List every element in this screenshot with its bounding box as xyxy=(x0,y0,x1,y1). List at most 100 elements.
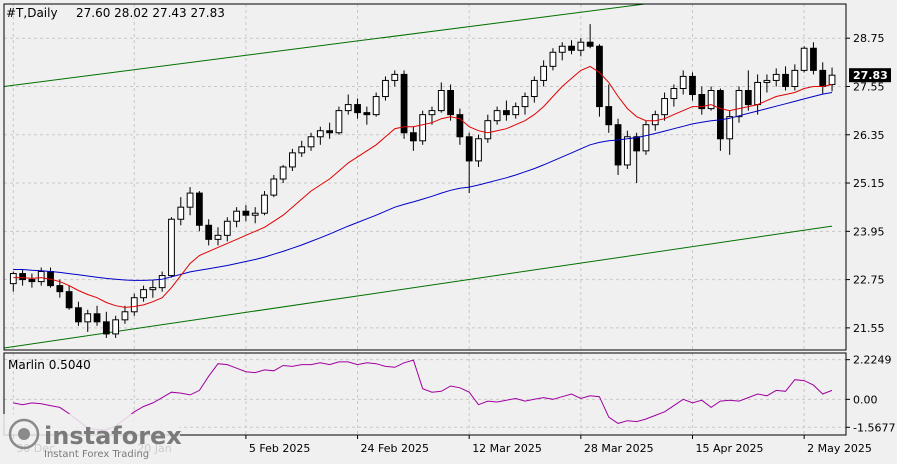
candle xyxy=(223,217,231,242)
candle-body-bear xyxy=(400,73,408,134)
candle xyxy=(782,66,789,91)
candle-body-bull xyxy=(754,81,761,106)
instaforex-logo: instaforex Instant Forex Trading xyxy=(0,414,182,460)
candle xyxy=(382,76,389,101)
pane-frames xyxy=(3,3,847,436)
candle xyxy=(205,219,213,246)
candle-body-bull xyxy=(223,220,231,236)
candle xyxy=(28,273,36,288)
candle-body-bull xyxy=(651,114,659,126)
candle xyxy=(93,305,101,326)
channel-upper-line xyxy=(4,4,649,87)
candle-body-bull xyxy=(549,51,557,67)
candle-body-bear xyxy=(93,313,101,323)
last-price-label: 27.83 xyxy=(853,69,888,82)
candle xyxy=(791,64,799,91)
candle-body-bull xyxy=(763,79,771,83)
osc-y-tick-label: 0.00 xyxy=(853,393,878,406)
candle-body-bull xyxy=(335,110,343,134)
candle-body-bear xyxy=(354,104,361,114)
candle xyxy=(754,74,761,115)
candle xyxy=(168,217,175,278)
main-pane-frame xyxy=(3,3,847,351)
candle xyxy=(763,74,771,93)
candle xyxy=(112,315,120,338)
candle-body-bear xyxy=(605,106,613,126)
candle xyxy=(437,82,445,113)
price-axis[interactable]: 28.75 27.55 26.35 25.15 23.95 22.75 21.55 27.83 xyxy=(846,32,891,335)
candle xyxy=(735,86,743,123)
candle xyxy=(549,48,557,71)
candle-body-bull xyxy=(177,206,185,220)
candle-body-bear xyxy=(717,90,724,140)
candle-body-bear xyxy=(195,192,203,226)
oscillator xyxy=(13,359,833,431)
candle-body-bull xyxy=(670,87,678,100)
y-tick-label: 22.75 xyxy=(853,274,885,287)
candle xyxy=(614,118,622,175)
candle xyxy=(326,122,334,139)
candle xyxy=(186,187,194,216)
candle xyxy=(307,132,315,151)
candle-body-bear xyxy=(447,90,454,116)
candle xyxy=(521,92,529,115)
candle xyxy=(391,70,399,87)
candle-body-bull xyxy=(530,79,538,98)
candle xyxy=(289,148,296,171)
candle-body-bear xyxy=(568,45,575,51)
oscillator-title: Marlin 0.5040 xyxy=(8,358,91,372)
candle xyxy=(744,70,752,111)
trend-channel xyxy=(4,4,833,349)
x-tick-label: 12 Mar 2025 xyxy=(472,442,542,455)
candle-body-bear xyxy=(698,94,706,110)
candle-body-bull xyxy=(428,110,436,116)
candle-body-bear xyxy=(633,136,641,152)
candle xyxy=(428,106,436,125)
y-tick-label: 23.95 xyxy=(853,225,885,238)
candle xyxy=(633,132,641,184)
candle xyxy=(800,46,808,73)
candle xyxy=(279,164,287,184)
candle-body-bull xyxy=(382,79,389,98)
candle xyxy=(642,120,650,155)
candle-body-bear xyxy=(465,136,473,162)
logo-text: instaforex xyxy=(44,422,182,450)
candle-body-bull xyxy=(121,311,129,321)
candle xyxy=(233,207,240,228)
candle xyxy=(465,132,473,194)
oscillator-axis: 2.2249 0.00 -1.5677 xyxy=(846,354,895,434)
chart-header-symbol: #T,Daily xyxy=(6,6,58,20)
candle xyxy=(540,60,548,87)
last-price-tag xyxy=(849,68,891,83)
candle-body-bull xyxy=(475,138,482,162)
x-tick-label: 15 Apr 2025 xyxy=(695,442,763,455)
candle-body-bear xyxy=(782,73,789,87)
candle xyxy=(586,24,594,49)
candle-body-bear xyxy=(102,321,110,335)
candle-body-bull xyxy=(84,313,92,323)
candle xyxy=(512,102,520,119)
candle-body-bull xyxy=(233,210,240,222)
chart-header-ohlc: 27.60 28.02 27.43 27.83 xyxy=(76,6,225,20)
ma-fast-line xyxy=(13,65,833,308)
candle-body-bear xyxy=(205,224,213,240)
candle-body-bear xyxy=(586,41,594,47)
y-tick-label: 25.15 xyxy=(853,177,885,190)
candle-body-bull xyxy=(112,319,120,335)
candle-body-bull xyxy=(726,116,734,140)
channel-lower-line xyxy=(4,225,833,349)
candle xyxy=(195,191,203,232)
candle-body-bear xyxy=(744,90,752,106)
y-tick-label: 26.35 xyxy=(853,129,885,142)
candle xyxy=(670,84,678,107)
candle xyxy=(149,279,157,298)
candle-body-bear xyxy=(56,285,64,293)
candle-body-bear xyxy=(689,75,696,96)
candle xyxy=(75,301,82,326)
candle xyxy=(344,94,352,115)
candle-body-bear xyxy=(503,110,510,116)
candle xyxy=(298,140,306,157)
candle xyxy=(372,92,380,117)
